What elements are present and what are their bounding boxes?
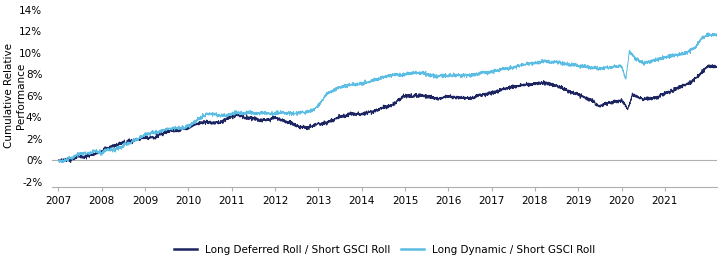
Legend: Long Deferred Roll / Short GSCI Roll, Long Dynamic / Short GSCI Roll: Long Deferred Roll / Short GSCI Roll, Lo…	[169, 240, 599, 259]
Y-axis label: Cumulative Relative
Performance: Cumulative Relative Performance	[4, 43, 26, 148]
